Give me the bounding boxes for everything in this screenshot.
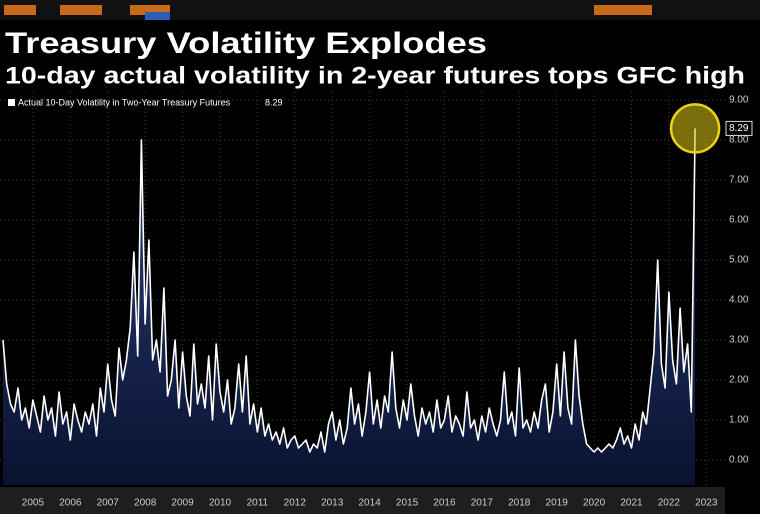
legend-swatch: [8, 99, 15, 106]
y-tick-label: 3.00: [729, 335, 749, 346]
x-tick-label: 2007: [97, 498, 120, 509]
x-tick-label: 2010: [209, 498, 232, 509]
x-tick-label: 2014: [358, 498, 381, 509]
x-tick-label: 2017: [471, 498, 494, 509]
highlight-circle: [669, 103, 721, 154]
y-tick-label: 1.00: [729, 415, 749, 426]
toolbar-field[interactable]: [60, 5, 102, 15]
toolbar-field[interactable]: [130, 5, 170, 15]
last-value-label: 8.29: [729, 123, 749, 134]
x-tick-label: 2006: [59, 498, 82, 509]
plot-area: [0, 92, 725, 485]
x-tick-label: 2023: [695, 498, 718, 509]
y-tick-label: 2.00: [729, 375, 749, 386]
y-tick-label: 5.00: [729, 255, 749, 266]
last-value-tag: [725, 120, 753, 136]
x-tick-label: 2020: [583, 498, 606, 509]
x-axis-band: [0, 487, 725, 514]
y-tick-label: 7.00: [729, 175, 749, 186]
y-tick-label: 0.00: [729, 455, 749, 466]
area: [3, 128, 696, 485]
chart-title: Treasury Volatility Explodes: [5, 27, 487, 60]
y-tick-label: 6.00: [729, 215, 749, 226]
y-tick-label: 4.00: [729, 295, 749, 306]
x-tick-label: 2019: [546, 498, 569, 509]
line: [2, 128, 696, 453]
x-tick-label: 2016: [433, 498, 456, 509]
x-tick-label: 2013: [321, 498, 344, 509]
legend-label: Actual 10-Day Volatility in Two-Year Tre…: [18, 97, 231, 107]
legend-value: 8.29: [265, 97, 283, 107]
x-tick-label: 2011: [247, 498, 269, 509]
toolbar-button[interactable]: [145, 12, 170, 20]
toolbar-field[interactable]: [4, 5, 36, 15]
x-tick-label: 2018: [508, 498, 531, 509]
x-tick-label: 2015: [396, 498, 419, 509]
x-tick-label: 2022: [658, 498, 681, 509]
x-tick-label: 2012: [284, 498, 307, 509]
x-tick-label: 2021: [620, 498, 643, 509]
y-tick-label: 8.00: [729, 135, 749, 146]
x-tick-label: 2005: [22, 498, 45, 509]
x-tick-label: 2008: [134, 498, 157, 509]
toolbar-field[interactable]: [594, 5, 652, 15]
toolbar: [0, 0, 760, 20]
chart-subtitle: 10-day actual volatility in 2-year futur…: [5, 62, 745, 89]
x-tick-label: 2009: [171, 498, 194, 509]
y-tick-label: 9.00: [729, 95, 749, 106]
